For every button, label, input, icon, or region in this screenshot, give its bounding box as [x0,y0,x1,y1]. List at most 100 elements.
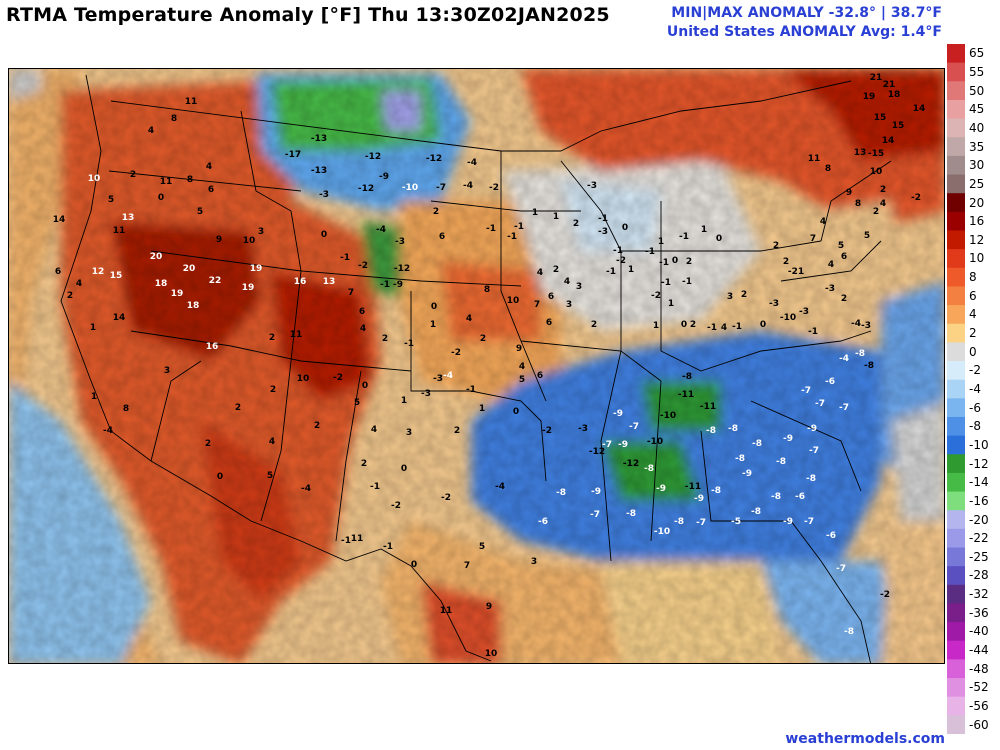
station-anomaly-value: 3 [727,292,733,302]
station-anomaly-value: -2 [489,183,499,193]
colorbar-label: -8 [969,419,981,434]
colorbar-swatch [947,155,965,176]
station-anomaly-value: -1 [707,323,717,333]
station-anomaly-value: -2 [333,373,343,383]
station-anomaly-value: 2 [433,207,439,217]
station-anomaly-value: 1 [430,320,436,330]
colorbar-label: 40 [969,120,985,135]
station-anomaly-value: 1 [91,392,97,402]
colorbar-swatch [947,640,965,660]
station-anomaly-value: 6 [841,252,847,262]
station-anomaly-value: 13 [122,213,135,223]
colorbar-swatch [947,249,965,269]
station-anomaly-value: 3 [406,428,412,438]
station-anomaly-value: 7 [348,288,354,298]
colorbar-label: -14 [969,475,989,490]
station-anomaly-value: 4 [269,437,275,447]
station-anomaly-value: -1 [732,322,742,332]
station-anomaly-value: -2 [441,493,451,503]
station-anomaly-value: 1 [701,225,707,235]
colorbar-swatch [947,435,965,455]
station-anomaly-value: 5 [864,231,870,241]
station-anomaly-value: -8 [806,474,816,484]
station-anomaly-value: 15 [110,271,123,281]
station-anomaly-value: -2 [651,291,661,301]
station-anomaly-value: 6 [359,307,365,317]
station-anomaly-value: 8 [855,199,861,209]
station-anomaly-value: 11 [351,534,364,544]
station-anomaly-value: 4 [820,217,826,227]
credit-link[interactable]: weathermodels.com [785,731,945,747]
station-anomaly-value: -8 [864,361,874,371]
colorbar-swatch [947,342,965,362]
station-anomaly-value: -1 [682,277,692,287]
station-anomaly-value: -6 [826,531,836,541]
station-anomaly-value: -12 [394,264,410,274]
map-title: RTMA Temperature Anomaly [°F] Thu 13:30Z… [6,4,610,26]
station-anomaly-value: 2 [270,385,276,395]
station-anomaly-value: 7 [534,300,540,310]
station-anomaly-value: -8 [855,349,865,359]
station-anomaly-value: 5 [479,542,485,552]
colorbar-label: -60 [969,717,989,732]
station-anomaly-value: 2 [454,426,460,436]
station-anomaly-value: 1 [553,212,559,222]
station-anomaly-value: 4 [519,362,525,372]
station-anomaly-value: 1 [479,404,485,414]
station-anomaly-value: -8 [771,492,781,502]
colorbar-label: 25 [969,176,985,191]
station-anomaly-value: 13 [854,148,867,158]
station-anomaly-value: -4 [463,181,473,191]
colorbar-label: -28 [969,568,989,583]
station-anomaly-value: -12 [426,154,442,164]
station-anomaly-value: -1 [383,542,393,552]
station-anomaly-value: 10 [870,167,883,177]
station-anomaly-value: 18 [155,279,168,289]
colorbar-swatches [947,44,965,734]
colorbar-label: -25 [969,549,989,564]
colorbar-label: -20 [969,512,989,527]
colorbar-swatch [947,267,965,287]
anomaly-stats: MIN|MAX ANOMALY -32.8° | 38.7°F United S… [667,4,942,42]
station-anomaly-value: 10 [485,649,498,659]
colorbar-label: 16 [969,214,985,229]
colorbar-swatch [947,659,965,679]
station-anomaly-value: -9 [613,409,623,419]
colorbar-label: -56 [969,699,989,714]
station-anomaly-value: 4 [537,268,543,278]
colorbar-label: -44 [969,643,989,658]
station-anomaly-value: -9 [783,517,793,527]
station-anomaly-value: -9 [783,434,793,444]
colorbar-label: -16 [969,493,989,508]
station-anomaly-value: -12 [589,447,605,457]
colorbar-swatch [947,81,965,101]
colorbar-label: -48 [969,661,989,676]
station-anomaly-value: -7 [801,386,811,396]
station-anomaly-value: 10 [243,236,256,246]
colorbar-label: -12 [969,456,989,471]
station-anomaly-value: -9 [742,469,752,479]
colorbar-swatch [947,230,965,250]
station-anomaly-value: -17 [285,150,301,160]
station-anomaly-value: -3 [861,321,871,331]
station-anomaly-value: 22 [209,276,222,286]
station-anomaly-value: -1 [659,258,669,268]
station-anomaly-value: 20 [183,264,196,274]
station-anomaly-value: -1 [340,253,350,263]
station-anomaly-value: -2 [616,256,626,266]
station-anomaly-value: -7 [815,399,825,409]
station-anomaly-value: 10 [507,296,520,306]
station-anomaly-value: 2 [690,320,696,330]
station-anomaly-value: 21 [883,80,896,90]
station-anomaly-value: 14 [882,136,895,146]
station-anomaly-value: -4 [851,319,861,329]
station-anomaly-value: 0 [431,302,437,312]
station-anomaly-value: -3 [825,284,835,294]
colorbar-swatch [947,491,965,511]
station-anomaly-value: 0 [622,223,628,233]
station-anomaly-value: 2 [235,403,241,413]
station-anomaly-value: 16 [206,342,219,352]
station-anomaly-value: -2 [391,501,401,511]
station-anomaly-value: -1 [507,232,517,242]
station-anomaly-value: 2 [480,334,486,344]
